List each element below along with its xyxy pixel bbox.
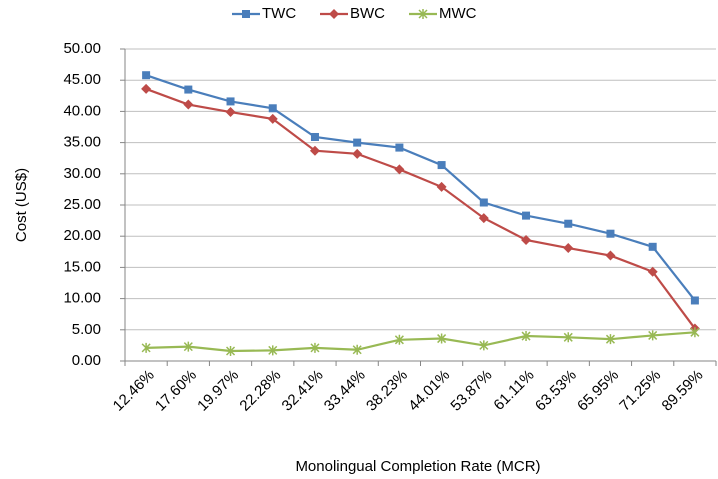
marker: [141, 83, 152, 94]
marker: [437, 333, 447, 344]
marker: [648, 242, 657, 251]
marker: [142, 71, 151, 80]
x-tick-label: 32.41%: [279, 367, 327, 415]
marker: [329, 9, 339, 19]
x-tick-label: 71.25%: [616, 367, 664, 415]
x-tick-label: 12.46%: [110, 367, 158, 415]
marker: [605, 334, 615, 345]
marker: [394, 164, 405, 175]
marker: [690, 296, 699, 305]
x-tick-label: 38.23%: [363, 367, 411, 415]
marker: [352, 344, 362, 355]
y-tick-label: 50.00: [63, 40, 101, 57]
marker: [184, 85, 193, 94]
marker: [268, 104, 277, 113]
series-line: [146, 331, 695, 353]
marker: [309, 145, 320, 156]
marker: [183, 99, 194, 110]
x-tick-label: 17.60%: [152, 367, 200, 415]
marker: [141, 342, 151, 353]
x-tick-label: 63.53%: [532, 367, 580, 415]
marker: [564, 219, 573, 228]
marker: [521, 331, 531, 342]
legend-label: BWC: [350, 5, 385, 22]
marker: [647, 266, 658, 277]
marker: [563, 243, 574, 254]
y-tick-label: 35.00: [63, 134, 101, 151]
marker: [226, 97, 235, 106]
marker: [418, 9, 428, 19]
marker: [437, 161, 446, 170]
marker: [310, 132, 319, 141]
y-tick-label: 0.00: [72, 352, 101, 369]
y-tick-label: 15.00: [63, 258, 101, 275]
marker: [563, 332, 573, 343]
x-tick-label: 89.59%: [659, 367, 707, 415]
y-tick-label: 40.00: [63, 102, 101, 119]
marker: [522, 211, 531, 220]
marker: [606, 229, 615, 238]
marker: [183, 341, 193, 352]
marker: [478, 213, 489, 224]
marker: [395, 143, 404, 152]
marker: [242, 10, 250, 18]
x-tick-label: 22.28%: [236, 367, 284, 415]
x-tick-label: 33.44%: [321, 367, 369, 415]
marker: [436, 181, 447, 192]
marker: [479, 340, 489, 351]
marker: [226, 346, 236, 357]
x-tick-label: 53.87%: [447, 367, 495, 415]
marker: [521, 234, 532, 245]
x-tick-label: 19.97%: [194, 367, 242, 415]
marker: [648, 330, 658, 341]
marker: [225, 107, 236, 118]
y-tick-label: 5.00: [72, 321, 101, 338]
marker: [394, 334, 404, 345]
y-tick-label: 45.00: [63, 71, 101, 88]
x-tick-label: 61.11%: [490, 367, 537, 414]
y-tick-label: 20.00: [63, 227, 101, 244]
series-line: [145, 74, 696, 302]
series-line: [145, 87, 696, 330]
legend-label: TWC: [262, 5, 296, 22]
y-tick-label: 30.00: [63, 165, 101, 182]
x-tick-label: 44.01%: [405, 367, 453, 415]
x-tick-label: 65.95%: [574, 367, 622, 415]
marker: [267, 113, 278, 124]
y-tick-label: 10.00: [63, 290, 101, 307]
legend-label: MWC: [439, 5, 477, 22]
marker: [353, 138, 362, 147]
marker: [479, 198, 488, 207]
y-tick-label: 25.00: [63, 196, 101, 213]
marker: [310, 342, 320, 353]
x-axis-title: Monolingual Completion Rate (MCR): [295, 458, 540, 475]
marker: [352, 148, 363, 159]
marker: [605, 250, 616, 261]
marker: [690, 327, 700, 338]
marker: [268, 345, 278, 356]
y-axis-title: Cost (US$): [13, 168, 30, 242]
